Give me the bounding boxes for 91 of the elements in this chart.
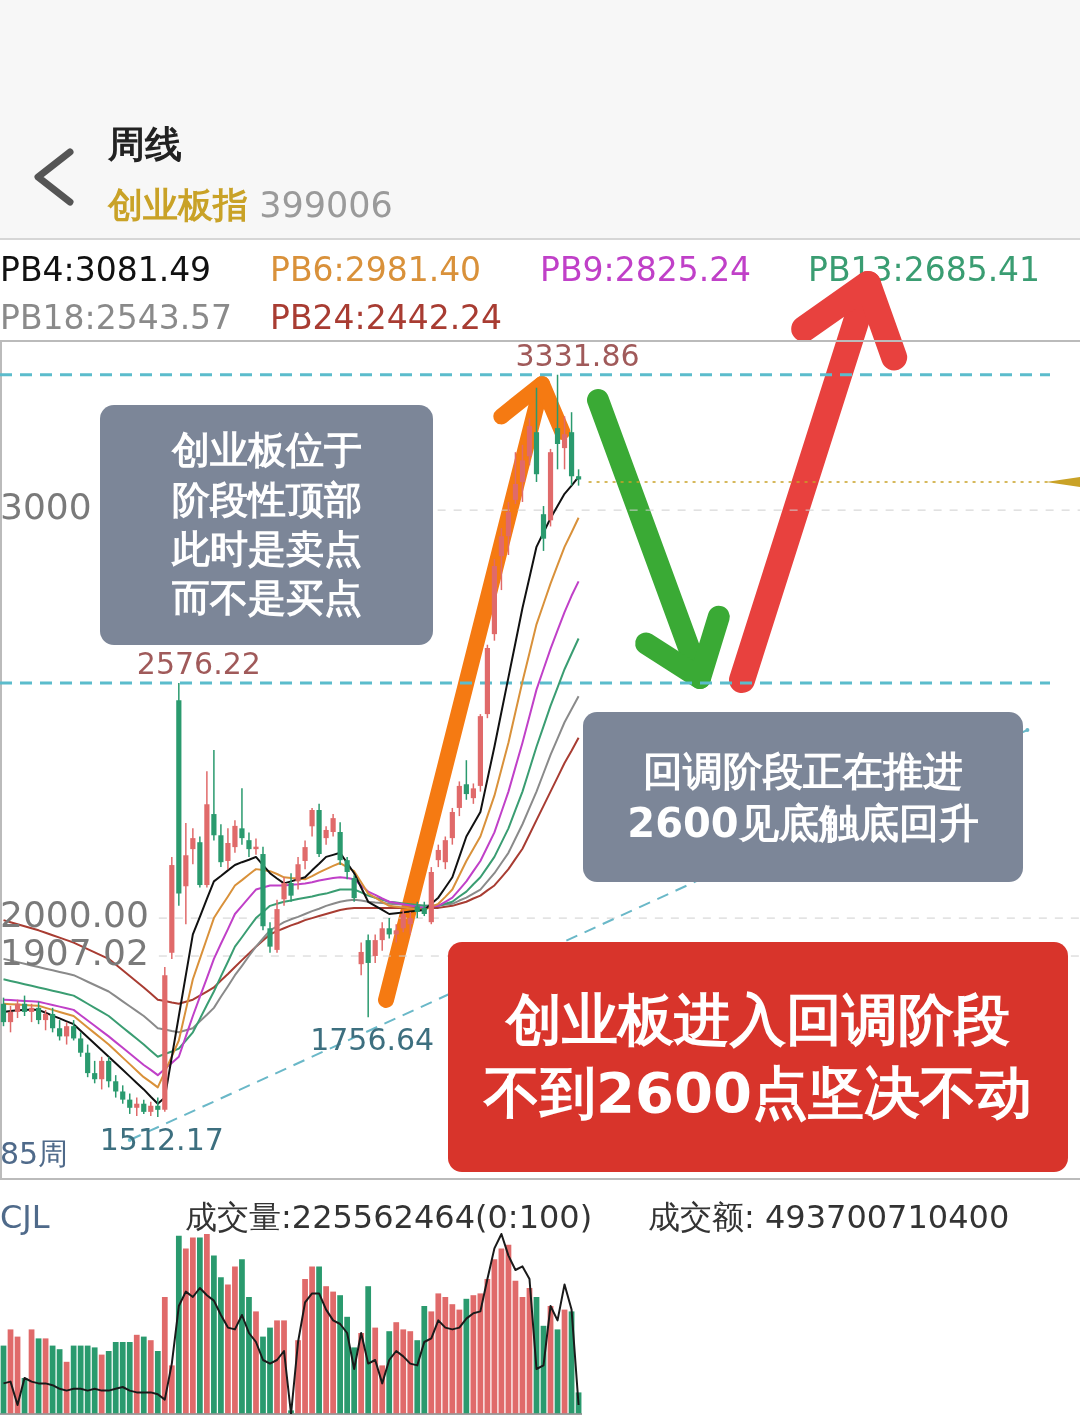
candlestick: [42, 1009, 49, 1032]
candlestick: [407, 911, 413, 936]
bar: [140, 1336, 147, 1414]
candlestick: [512, 451, 519, 505]
candlestick: [50, 1007, 56, 1034]
annotation: 成交量:225562464(0:100): [185, 1197, 593, 1239]
annotation: 85周: [0, 1134, 69, 1173]
annotation: 2576.22: [136, 645, 261, 681]
candlestick: [239, 787, 245, 846]
candlestick: [267, 921, 273, 954]
y-tick-label: 2000.00: [0, 894, 149, 936]
candlestick: [561, 415, 568, 471]
candlestick: [120, 1084, 126, 1105]
candlestick: [309, 807, 315, 838]
bar: [316, 1266, 322, 1414]
candlestick: [106, 1056, 112, 1089]
candlestick: [99, 1056, 105, 1091]
candlestick: [358, 941, 364, 976]
candlestick: [14, 998, 21, 1019]
candlestick: [253, 837, 259, 856]
candlestick: [134, 1096, 140, 1117]
candlestick: [519, 444, 526, 503]
bar: [175, 1235, 182, 1414]
callout-box: 回调阶段正在推进2600见底触底回升: [583, 712, 1023, 882]
chart-subtitle: 创业板指 399006: [108, 185, 393, 225]
callout-box: 创业板位于阶段性顶部此时是卖点而不是买点: [100, 405, 433, 645]
candlestick: [85, 1043, 91, 1078]
candlestick: [400, 909, 406, 934]
candlestick: [351, 874, 357, 903]
candlestick: [155, 1096, 161, 1118]
text: PB24:2442.24: [270, 298, 503, 337]
candlestick: [379, 921, 385, 952]
bar: [147, 1340, 154, 1414]
annotation: 1512.17: [99, 1121, 224, 1157]
candlestick: [28, 1003, 35, 1023]
candlestick: [365, 933, 371, 1019]
candlestick: [323, 825, 329, 846]
candlestick: [463, 759, 469, 801]
candlestick: [295, 856, 301, 891]
candlestick: [7, 1005, 14, 1034]
bar: [253, 1311, 259, 1414]
candlestick: [470, 782, 476, 805]
text: PB9:2825.24: [540, 249, 753, 291]
text: PB4:3081.49: [0, 249, 213, 291]
candlestick: [57, 1019, 63, 1042]
candlestick: [127, 1092, 133, 1115]
candlestick: [435, 843, 441, 868]
candlestick: [78, 1031, 84, 1058]
text: PB6:2981.40: [270, 249, 483, 291]
candlestick: [92, 1060, 98, 1085]
bar: [204, 1234, 210, 1414]
annotation: 1756.64: [310, 1022, 435, 1058]
candlestick: [21, 994, 28, 1017]
bar: [196, 1237, 203, 1414]
candlestick: [211, 749, 217, 842]
callout-box: 创业板进入回调阶段不到2600点坚决不动: [448, 942, 1068, 1172]
text: PB13:2685.41: [808, 249, 1042, 291]
candlestick: [456, 780, 462, 817]
candlestick: [0, 996, 7, 1027]
bar: [98, 1354, 105, 1414]
annotation: 创业板位于阶段性顶部此时是卖点而不是买点: [170, 427, 363, 623]
chart-title: 周线: [108, 122, 182, 168]
candlestick: [330, 813, 336, 838]
candlestick: [554, 373, 561, 471]
candlestick: [302, 839, 308, 870]
bar: [386, 1331, 393, 1414]
candlestick: [393, 923, 399, 944]
candlestick: [246, 831, 252, 858]
annotation: 回调阶段正在推进2600见底触底回升: [626, 747, 980, 848]
bar: [463, 1298, 470, 1414]
chart-title: CJL: [0, 1198, 50, 1236]
candlestick: [113, 1074, 119, 1099]
bar: [154, 1351, 161, 1414]
annotation: 3331.86: [515, 337, 640, 373]
candlestick: [442, 835, 448, 870]
candlestick: [35, 1000, 42, 1025]
candlestick: [190, 827, 196, 865]
bar: [365, 1286, 372, 1414]
candlestick: [386, 917, 392, 940]
candlestick: [281, 876, 287, 907]
annotation: 创业板进入回调阶段不到2600点坚决不动: [482, 986, 1033, 1127]
bar: [133, 1334, 140, 1414]
candlestick: [64, 1021, 70, 1046]
candlestick: [71, 1019, 77, 1042]
candlestick: [344, 856, 350, 881]
y-tick-label: 3000: [0, 486, 92, 528]
candlestick: [288, 872, 294, 903]
text: PB18:2543.57: [0, 297, 234, 339]
candlestick: [498, 527, 505, 591]
text: 成交额: 493700710400: [648, 1197, 1010, 1239]
candlestick: [372, 933, 378, 964]
